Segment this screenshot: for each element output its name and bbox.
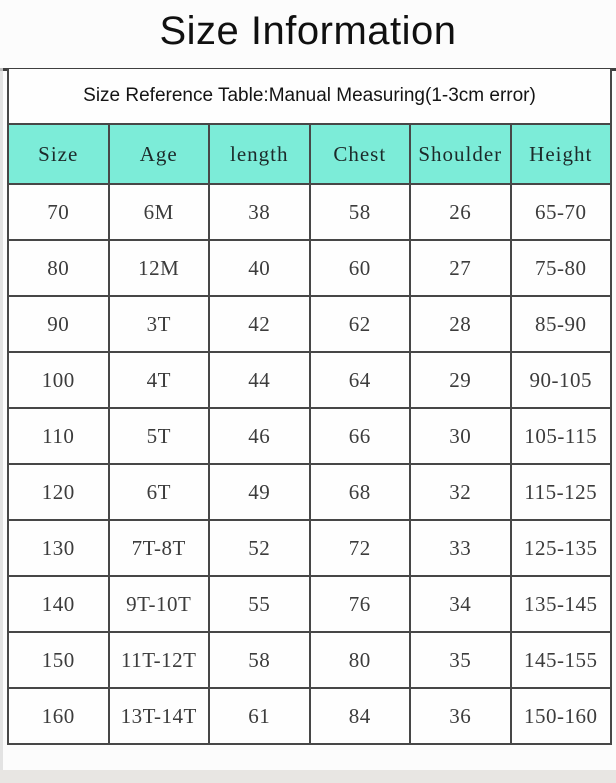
- cell-chest: 76: [308, 575, 411, 633]
- cell-shoulder: 27: [409, 239, 512, 297]
- table-row: 120 6T 49 68 32 115-125: [7, 463, 612, 521]
- cell-height: 75-80: [509, 239, 612, 297]
- cell-size: 150: [7, 631, 110, 689]
- cell-height: 105-115: [509, 407, 612, 465]
- cell-size: 130: [7, 519, 110, 577]
- cell-height: 85-90: [509, 295, 612, 353]
- cell-shoulder: 36: [409, 687, 512, 745]
- cell-height: 65-70: [509, 183, 612, 241]
- cell-shoulder: 30: [409, 407, 512, 465]
- column-header-shoulder: Shoulder: [409, 123, 512, 185]
- table-row: 80 12M 40 60 27 75-80: [7, 239, 612, 297]
- cell-age: 9T-10T: [107, 575, 210, 633]
- column-header-size: Size: [7, 123, 110, 185]
- cell-chest: 72: [308, 519, 411, 577]
- cell-length: 61: [208, 687, 311, 745]
- cell-size: 90: [7, 295, 110, 353]
- cell-chest: 64: [308, 351, 411, 409]
- table-header-row: Size Age length Chest Shoulder Height: [7, 123, 612, 185]
- column-header-age: Age: [107, 123, 210, 185]
- cell-age: 4T: [107, 351, 210, 409]
- cell-chest: 80: [308, 631, 411, 689]
- cell-height: 150-160: [509, 687, 612, 745]
- cell-length: 55: [208, 575, 311, 633]
- cell-size: 140: [7, 575, 110, 633]
- cell-length: 40: [208, 239, 311, 297]
- cell-shoulder: 29: [409, 351, 512, 409]
- cell-length: 58: [208, 631, 311, 689]
- cell-length: 42: [208, 295, 311, 353]
- table-caption: Size Reference Table:Manual Measuring(1-…: [7, 69, 612, 125]
- cell-shoulder: 26: [409, 183, 512, 241]
- scan-edge-bottom: [0, 770, 616, 783]
- cell-height: 90-105: [509, 351, 612, 409]
- cell-chest: 58: [308, 183, 411, 241]
- cell-height: 115-125: [509, 463, 612, 521]
- cell-shoulder: 35: [409, 631, 512, 689]
- cell-height: 145-155: [509, 631, 612, 689]
- cell-size: 80: [7, 239, 110, 297]
- column-header-chest: Chest: [308, 123, 411, 185]
- table-row: 70 6M 38 58 26 65-70: [7, 183, 612, 241]
- cell-age: 13T-14T: [107, 687, 210, 745]
- cell-length: 46: [208, 407, 311, 465]
- table-row: 100 4T 44 64 29 90-105: [7, 351, 612, 409]
- table-row: 150 11T-12T 58 80 35 145-155: [7, 631, 612, 689]
- table-row: 130 7T-8T 52 72 33 125-135: [7, 519, 612, 577]
- column-header-height: Height: [509, 123, 612, 185]
- cell-chest: 62: [308, 295, 411, 353]
- table-caption-row: Size Reference Table:Manual Measuring(1-…: [7, 69, 612, 125]
- size-reference-table: Size Reference Table:Manual Measuring(1-…: [7, 69, 612, 745]
- cell-size: 110: [7, 407, 110, 465]
- cell-shoulder: 34: [409, 575, 512, 633]
- cell-age: 5T: [107, 407, 210, 465]
- page-title: Size Information: [159, 9, 457, 53]
- cell-age: 3T: [107, 295, 210, 353]
- cell-size: 160: [7, 687, 110, 745]
- cell-size: 120: [7, 463, 110, 521]
- cell-length: 44: [208, 351, 311, 409]
- cell-chest: 68: [308, 463, 411, 521]
- cell-size: 70: [7, 183, 110, 241]
- cell-chest: 60: [308, 239, 411, 297]
- table-row: 160 13T-14T 61 84 36 150-160: [7, 687, 612, 745]
- cell-length: 49: [208, 463, 311, 521]
- cell-age: 7T-8T: [107, 519, 210, 577]
- cell-shoulder: 28: [409, 295, 512, 353]
- cell-shoulder: 33: [409, 519, 512, 577]
- column-header-length: length: [208, 123, 311, 185]
- cell-shoulder: 32: [409, 463, 512, 521]
- cell-height: 135-145: [509, 575, 612, 633]
- table-row: 110 5T 46 66 30 105-115: [7, 407, 612, 465]
- scan-edge-left: [0, 68, 3, 770]
- cell-length: 38: [208, 183, 311, 241]
- cell-height: 125-135: [509, 519, 612, 577]
- cell-chest: 84: [308, 687, 411, 745]
- table-row: 140 9T-10T 55 76 34 135-145: [7, 575, 612, 633]
- cell-size: 100: [7, 351, 110, 409]
- cell-chest: 66: [308, 407, 411, 465]
- cell-age: 6M: [107, 183, 210, 241]
- cell-age: 6T: [107, 463, 210, 521]
- table-row: 90 3T 42 62 28 85-90: [7, 295, 612, 353]
- cell-length: 52: [208, 519, 311, 577]
- cell-age: 12M: [107, 239, 210, 297]
- cell-age: 11T-12T: [107, 631, 210, 689]
